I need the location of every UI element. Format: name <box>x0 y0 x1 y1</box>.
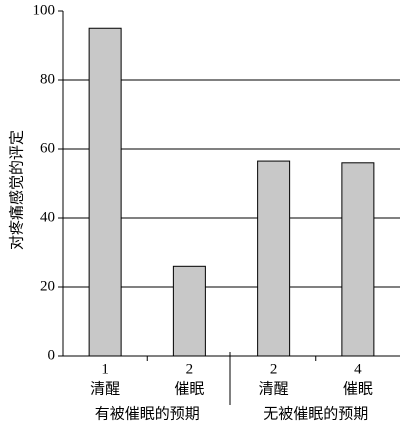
y-tick-label: 40 <box>40 209 55 225</box>
y-tick-label: 100 <box>33 2 56 18</box>
condition-label: 催眠 <box>343 380 373 397</box>
bar <box>341 162 375 357</box>
condition-label: 催眠 <box>174 380 204 397</box>
x-tick-label: 2 <box>270 361 278 377</box>
condition-label: 清醒 <box>259 380 289 397</box>
x-tick-label: 2 <box>186 361 194 377</box>
group-label: 有被催眠的预期 <box>95 405 200 422</box>
group-label: 无被催眠的预期 <box>263 405 368 422</box>
y-tick-label: 60 <box>40 140 55 156</box>
condition-label: 清醒 <box>90 380 120 397</box>
y-tick-label: 0 <box>48 347 56 363</box>
y-axis-label: 对疼痛感觉的评定 <box>8 130 25 250</box>
x-tick-label: 1 <box>101 361 109 377</box>
x-tick-label: 4 <box>354 361 362 377</box>
y-tick-label: 80 <box>40 71 55 87</box>
bar <box>88 27 122 357</box>
y-tick-label: 20 <box>40 278 55 294</box>
bar <box>172 265 206 357</box>
bar <box>257 160 291 357</box>
